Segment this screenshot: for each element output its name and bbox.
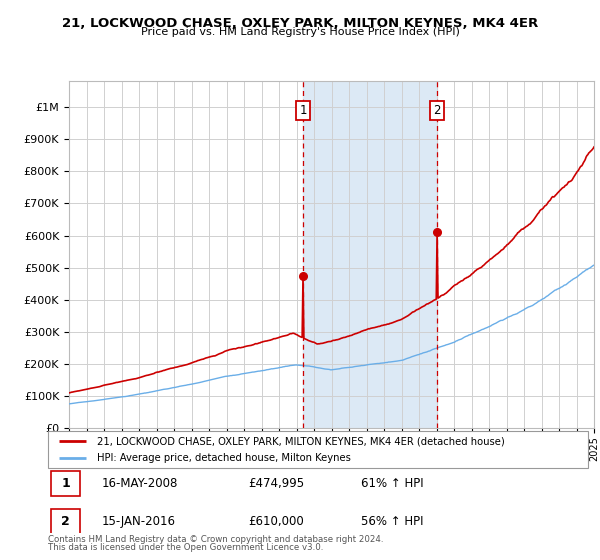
FancyBboxPatch shape xyxy=(50,472,80,496)
Text: Price paid vs. HM Land Registry's House Price Index (HPI): Price paid vs. HM Land Registry's House … xyxy=(140,27,460,37)
Text: Contains HM Land Registry data © Crown copyright and database right 2024.: Contains HM Land Registry data © Crown c… xyxy=(48,535,383,544)
Text: 61% ↑ HPI: 61% ↑ HPI xyxy=(361,477,424,490)
Text: £474,995: £474,995 xyxy=(248,477,304,490)
Text: 1: 1 xyxy=(299,104,307,117)
FancyBboxPatch shape xyxy=(50,509,80,534)
FancyBboxPatch shape xyxy=(48,431,588,468)
Text: £610,000: £610,000 xyxy=(248,515,304,528)
Text: 15-JAN-2016: 15-JAN-2016 xyxy=(102,515,176,528)
Text: 21, LOCKWOOD CHASE, OXLEY PARK, MILTON KEYNES, MK4 4ER: 21, LOCKWOOD CHASE, OXLEY PARK, MILTON K… xyxy=(62,17,538,30)
Text: 2: 2 xyxy=(433,104,441,117)
Text: 1: 1 xyxy=(61,477,70,490)
Text: 21, LOCKWOOD CHASE, OXLEY PARK, MILTON KEYNES, MK4 4ER (detached house): 21, LOCKWOOD CHASE, OXLEY PARK, MILTON K… xyxy=(97,436,505,446)
Bar xyxy=(303,81,437,428)
Text: HPI: Average price, detached house, Milton Keynes: HPI: Average price, detached house, Milt… xyxy=(97,453,350,463)
Text: 56% ↑ HPI: 56% ↑ HPI xyxy=(361,515,424,528)
Text: 2: 2 xyxy=(61,515,70,528)
Text: This data is licensed under the Open Government Licence v3.0.: This data is licensed under the Open Gov… xyxy=(48,543,323,552)
Text: 16-MAY-2008: 16-MAY-2008 xyxy=(102,477,178,490)
